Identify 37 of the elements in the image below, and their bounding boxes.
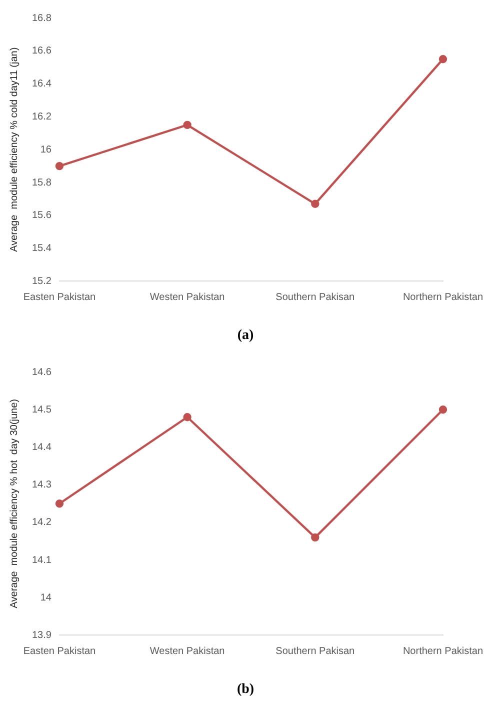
y-tick-label: 15.2	[32, 276, 52, 287]
y-tick-label: 16.6	[32, 46, 52, 57]
y-tick-label: 16.4	[32, 78, 52, 90]
point	[311, 533, 320, 542]
text: (a)	[237, 328, 254, 344]
y-tick-label: 14.3	[32, 480, 52, 491]
point	[311, 200, 320, 208]
point	[438, 406, 448, 414]
x-tick-label: Westen Pakistan	[150, 646, 225, 657]
y-tick-label: 16.8	[32, 12, 52, 24]
y-axis-title: Average module efficiency % cold day11 (jan)	[8, 47, 20, 252]
x-tick-label: Easten Pakistan	[23, 292, 96, 303]
y-tick-label: 15.6	[32, 210, 52, 222]
y-axis-title: Average module efficiency % hot day 30(june)	[8, 399, 20, 608]
y-tick-label: 14.1	[32, 554, 52, 566]
point	[55, 500, 64, 508]
y-tick-label: 14.6	[32, 366, 52, 378]
text: (b)	[236, 682, 254, 698]
y-tick-label: 15.8	[32, 177, 52, 188]
y-tick-label: 14.2	[32, 517, 52, 528]
x-tick-label: Northern Pakistan	[402, 646, 484, 657]
x-tick-label: Southern Pakisan	[276, 646, 355, 657]
x-tick-label: Northern Pakistan	[402, 292, 484, 303]
y-tick-label: 16.2	[32, 111, 52, 122]
y-tick-label: 16	[40, 144, 52, 156]
y-tick-label: 14.4	[32, 442, 52, 453]
x-tick-label: Southern Pakisan	[276, 292, 355, 303]
x-tick-label: Westen Pakistan	[150, 292, 225, 303]
x-tick-label: Easten Pakistan	[23, 646, 96, 657]
point	[183, 120, 192, 130]
point	[183, 413, 192, 422]
point	[438, 55, 448, 64]
y-tick-label: 14	[40, 592, 52, 604]
y-tick-label: 14.5	[32, 404, 52, 416]
point	[55, 162, 64, 170]
y-tick-label: 13.9	[32, 630, 52, 641]
y-tick-label: 15.4	[32, 243, 52, 254]
